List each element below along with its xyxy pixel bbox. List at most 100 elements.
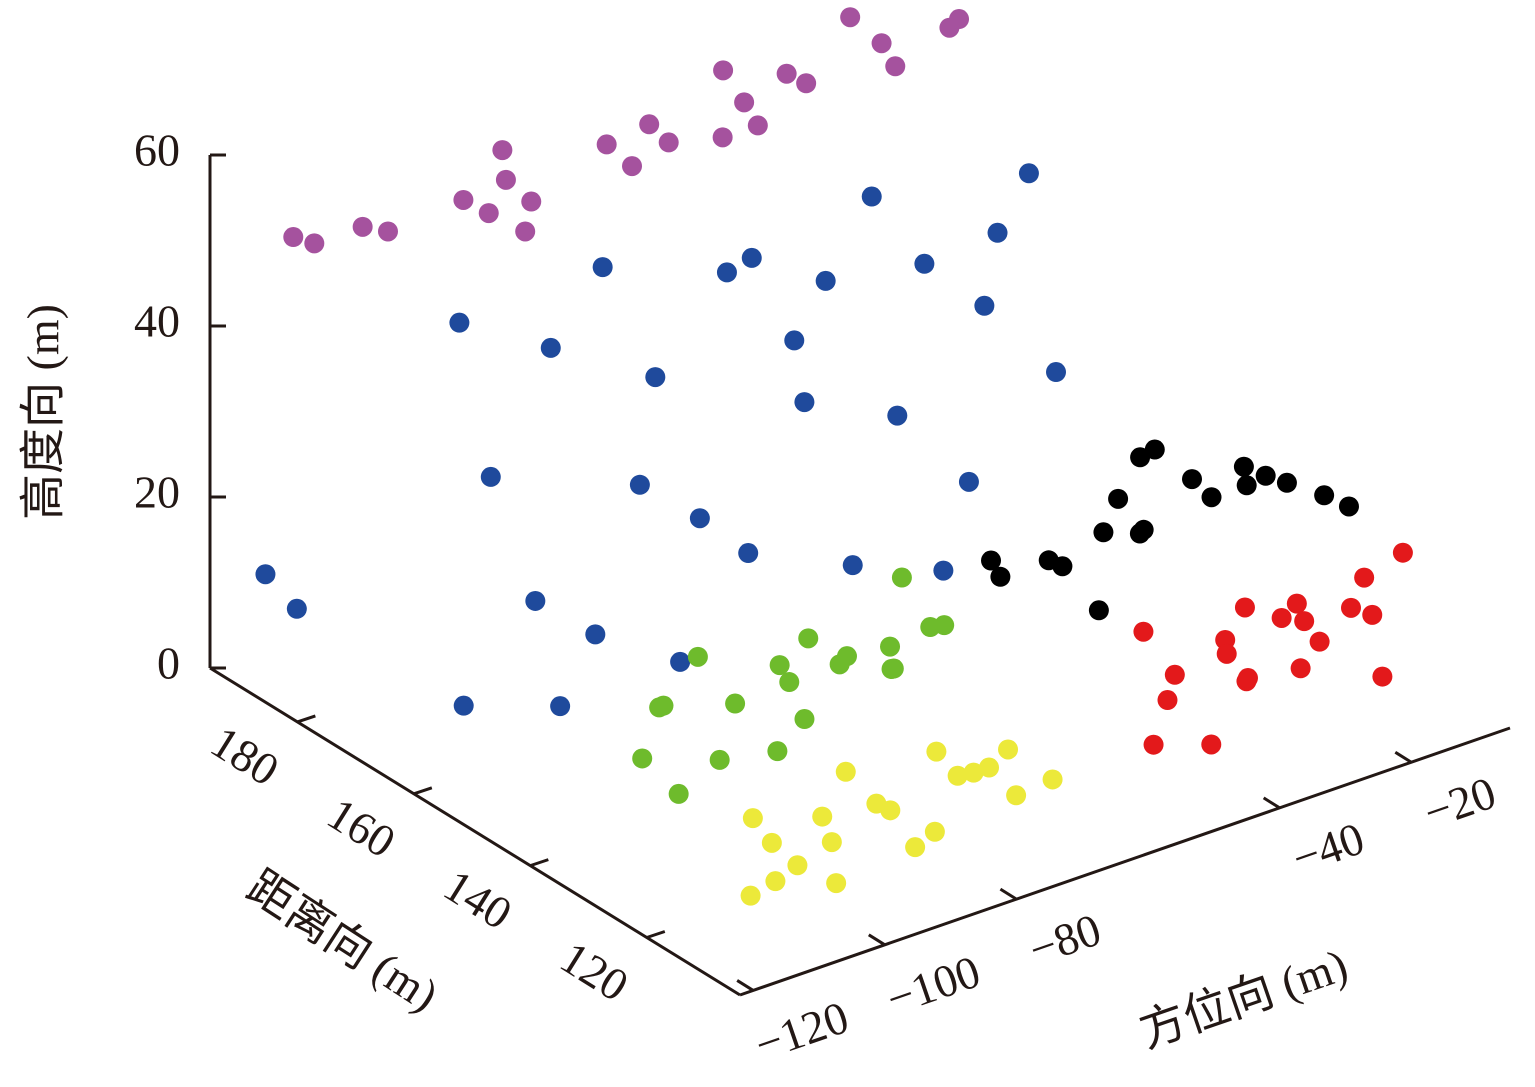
x-tick	[736, 979, 754, 992]
point	[712, 127, 733, 148]
point	[738, 543, 759, 564]
point	[550, 696, 571, 717]
point	[1234, 597, 1255, 618]
y-axis-label: 距离向 (m)	[238, 861, 447, 1021]
point	[713, 60, 734, 81]
point	[668, 783, 689, 804]
point	[769, 655, 790, 676]
point	[1133, 519, 1154, 540]
point	[540, 337, 561, 358]
point	[1182, 469, 1203, 490]
x-axis-label: 方位向 (m)	[1133, 939, 1354, 1058]
point	[304, 233, 325, 254]
point	[645, 367, 666, 388]
point	[377, 221, 398, 242]
point	[352, 216, 373, 237]
point	[1392, 542, 1413, 563]
point	[1290, 658, 1311, 679]
x-tick-label: −100	[880, 946, 986, 1025]
point	[1237, 668, 1258, 689]
point	[515, 221, 536, 242]
y-tick	[296, 714, 316, 724]
point	[1362, 604, 1383, 625]
point	[1276, 472, 1297, 493]
point	[979, 757, 1000, 778]
point	[1042, 769, 1063, 790]
point	[1038, 550, 1059, 571]
point	[255, 564, 276, 585]
point	[283, 227, 304, 248]
point	[880, 800, 901, 821]
point	[974, 295, 995, 316]
point	[585, 624, 606, 645]
point	[796, 73, 817, 94]
point	[887, 405, 908, 426]
point	[1354, 567, 1375, 588]
point	[933, 560, 954, 581]
z-axis-label: 高度向 (m)	[18, 304, 69, 520]
point	[747, 115, 768, 136]
point	[649, 697, 670, 718]
x-tick	[1394, 750, 1413, 764]
point	[480, 466, 501, 487]
point	[449, 312, 470, 333]
point	[1006, 785, 1027, 806]
point	[836, 646, 857, 667]
point	[920, 617, 941, 638]
point	[1093, 522, 1114, 543]
point	[821, 832, 842, 853]
point	[784, 330, 805, 351]
point	[958, 471, 979, 492]
point	[990, 566, 1011, 587]
y-tick-label: 160	[319, 788, 405, 868]
y-tick-label: 140	[435, 860, 521, 940]
point	[835, 761, 856, 782]
point	[765, 871, 786, 892]
point	[1271, 607, 1292, 628]
point	[798, 628, 819, 649]
point	[1236, 475, 1257, 496]
point	[963, 762, 984, 783]
point	[891, 567, 912, 588]
point	[1046, 362, 1067, 383]
point	[1088, 600, 1109, 621]
z-tick-label: 40	[134, 296, 180, 347]
point	[592, 257, 613, 278]
point	[453, 695, 474, 716]
point	[687, 646, 708, 667]
point	[709, 749, 730, 770]
point	[1133, 621, 1154, 642]
z-tick-label: 0	[157, 638, 180, 689]
point	[987, 222, 1008, 243]
point	[629, 474, 650, 495]
point	[1130, 447, 1151, 468]
y-tick-label: 120	[552, 931, 638, 1011]
y-tick-label: 180	[202, 716, 288, 796]
point	[767, 741, 788, 762]
point	[1341, 597, 1362, 618]
point	[1216, 643, 1237, 664]
point	[1108, 488, 1129, 509]
point	[639, 114, 660, 135]
point	[1372, 666, 1393, 687]
point	[871, 33, 892, 54]
point	[741, 247, 762, 268]
point	[525, 590, 546, 611]
point	[1144, 439, 1165, 460]
point	[1309, 631, 1330, 652]
point	[632, 748, 653, 769]
point	[794, 392, 815, 413]
point	[1157, 690, 1178, 711]
point	[812, 806, 833, 827]
point	[453, 189, 474, 210]
point	[740, 885, 761, 906]
point	[286, 598, 307, 619]
x-tick	[1262, 796, 1281, 810]
x-axis-line	[739, 726, 1511, 997]
point	[787, 855, 808, 876]
point	[947, 765, 968, 786]
point	[905, 837, 926, 858]
point	[689, 508, 710, 529]
point	[1143, 734, 1164, 755]
z-tick-label: 60	[134, 125, 180, 176]
